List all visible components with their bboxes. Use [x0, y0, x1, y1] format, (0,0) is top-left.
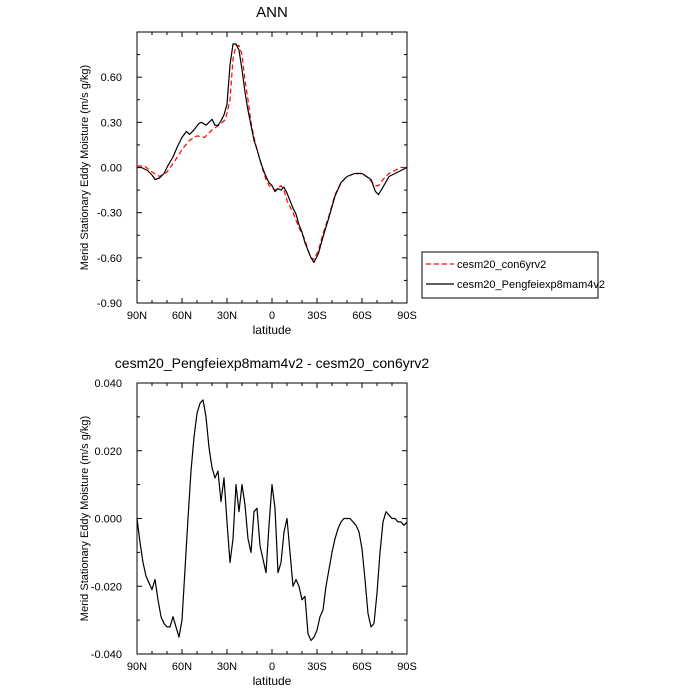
- x-tick-label: 90N: [127, 310, 147, 322]
- y-tick-label: 0.000: [94, 514, 122, 526]
- x-tick-label: 30N: [217, 661, 237, 673]
- x-tick-label: 30S: [307, 310, 327, 322]
- x-tick-label: 60S: [352, 310, 372, 322]
- x-tick-label: 0: [269, 310, 275, 322]
- y-tick-label: 0.60: [101, 72, 122, 84]
- series-line-1: [137, 44, 407, 260]
- legend-box: [421, 251, 599, 299]
- y-tick-label: 0.040: [94, 378, 122, 390]
- chart-panel-1: ANN 90N 60N 30N 0 30S 60S 90S -0.90 -0.60 -0.30 0.0…: [79, 4, 605, 337]
- legend-label-2: cesm20_Pengfeiexp8mam4v2: [457, 279, 605, 291]
- y-tick-label: -0.30: [97, 208, 122, 220]
- chart-title: ANN: [256, 4, 288, 21]
- legend-label-1: cesm20_con6yrv2: [457, 259, 546, 271]
- x-tick-label: 0: [269, 661, 275, 673]
- plot-frame: [136, 31, 408, 304]
- legend: cesm20_con6yrv2 cesm20_Pengfeiexp8mam4v2: [421, 251, 605, 299]
- x-axis-label: latitude: [253, 323, 292, 337]
- x-tick-label: 90S: [397, 661, 417, 673]
- y-axis-label: Merid Stationary Eddy Moisture (m/s g/kg…: [79, 65, 91, 270]
- y-axis-label: Merid Stationary Eddy Moisture (m/s g/kg…: [79, 416, 91, 621]
- x-tick-label: 60N: [172, 310, 192, 322]
- x-tick-label: 30N: [217, 310, 237, 322]
- plot-frame: [136, 382, 408, 655]
- y-tick-label: 0.00: [101, 163, 122, 175]
- x-tick-label: 60N: [172, 661, 192, 673]
- y-tick-label: -0.040: [91, 649, 122, 661]
- x-tick-label: 90N: [127, 661, 147, 673]
- x-axis-label: latitude: [253, 674, 292, 688]
- series-line-2: [137, 43, 407, 263]
- x-tick-label: 90S: [397, 310, 417, 322]
- chart-panel-2: cesm20_Pengfeiexp8mam4v2 - cesm20_con6yr…: [79, 355, 429, 688]
- x-tick-label: 60S: [352, 661, 372, 673]
- y-tick-label: -0.60: [97, 253, 122, 265]
- x-tick-label: 30S: [307, 661, 327, 673]
- y-tick-label: -0.020: [91, 581, 122, 593]
- y-tick-label: -0.90: [97, 298, 122, 310]
- y-tick-label: 0.30: [101, 117, 122, 129]
- series-line-1: [137, 399, 407, 642]
- y-tick-label: 0.020: [94, 446, 122, 458]
- chart-title: cesm20_Pengfeiexp8mam4v2 - cesm20_con6yr…: [115, 355, 430, 371]
